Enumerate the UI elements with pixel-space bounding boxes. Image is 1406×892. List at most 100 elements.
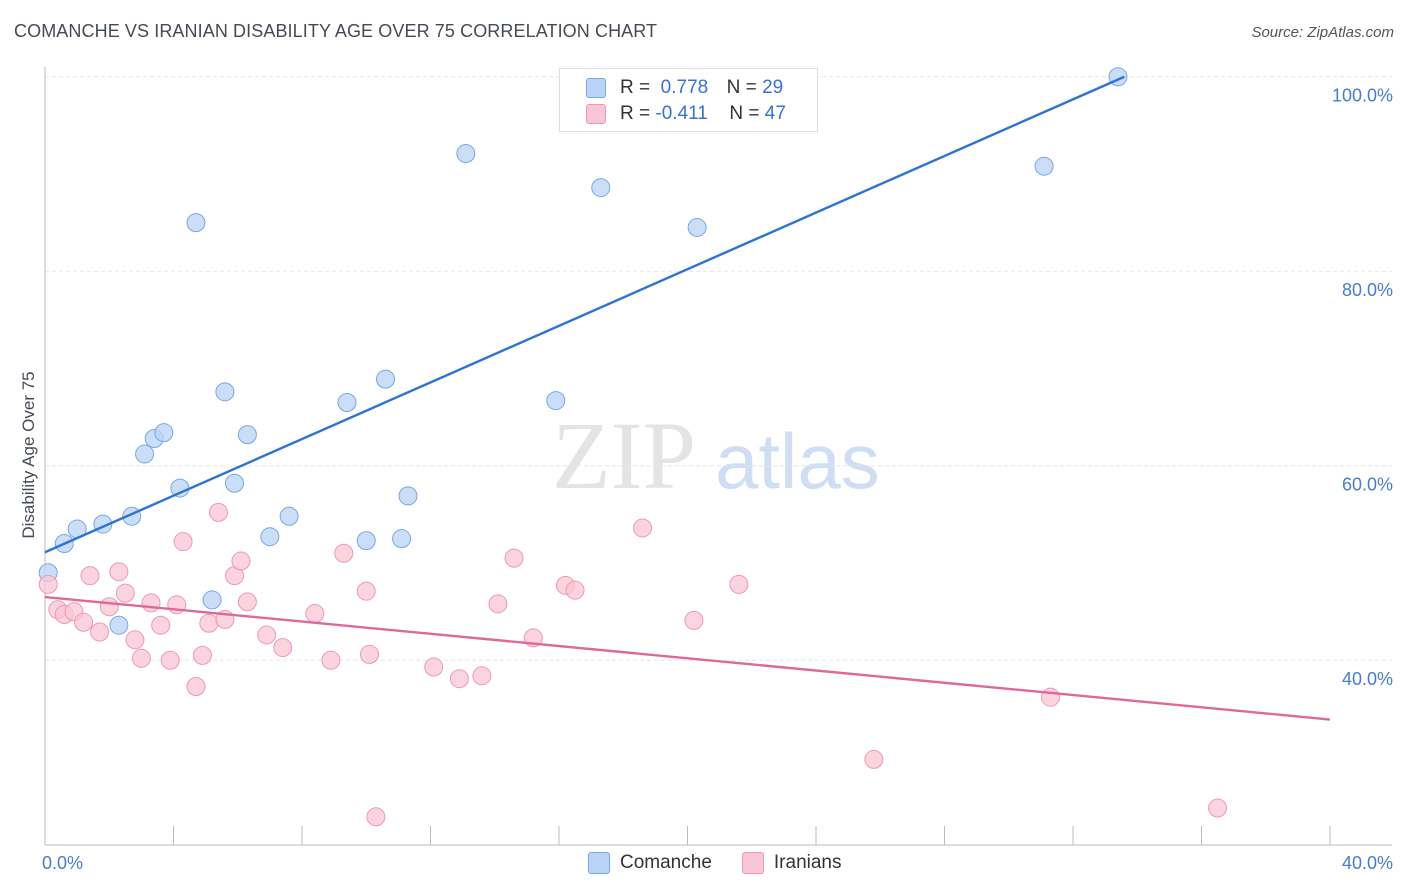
y-tick-label: 80.0% [1342, 280, 1393, 300]
iranians-point [151, 615, 171, 635]
iranians-point [273, 638, 293, 658]
legend-r-label: R = [620, 77, 651, 98]
comanche-point [215, 382, 235, 402]
comanche-point [546, 391, 566, 411]
iranians-point [1208, 798, 1228, 818]
iranians-point [199, 613, 219, 633]
comanche-point [109, 615, 129, 635]
iranians-point [633, 518, 653, 538]
y-tick-labels: 100.0% 80.0% 60.0% 40.0% [1332, 86, 1393, 689]
watermark-atlas: atlas [715, 417, 880, 505]
iranians-point [192, 645, 212, 665]
iranians-point [115, 583, 135, 603]
x-tick-labels: 0.0% 40.0% [42, 853, 1393, 873]
iranians-point [864, 749, 884, 769]
legend-n-label: N = [729, 103, 760, 124]
iranians-point [141, 593, 161, 613]
legend-r-value: 0.778 [660, 77, 709, 98]
iranians-point [334, 543, 354, 563]
axes [44, 67, 1392, 846]
legend-r-value: -0.411 [655, 103, 708, 124]
source-credit: Source: ZipAtlas.com [1251, 24, 1394, 41]
iranians-point [356, 581, 376, 601]
iranians-point [80, 566, 100, 586]
correlation-legend: R = 0.778 N = 29 R = -0.411 N = 47 [559, 68, 818, 132]
iranians-point [109, 562, 129, 582]
legend-swatch-comanche [586, 78, 606, 98]
comanche-point [398, 486, 418, 506]
series-legend-comanche: Comanche [588, 852, 712, 874]
iranians-point [449, 669, 469, 689]
comanche-trend-line [44, 75, 1125, 554]
comanche-point [260, 527, 280, 547]
iranians-point [131, 648, 151, 668]
comanche-point [135, 444, 155, 464]
iranians-point [488, 594, 508, 614]
data-points [38, 67, 1228, 827]
iranians-point [125, 630, 145, 650]
comanche-point [356, 531, 376, 551]
iranians-point [472, 666, 492, 686]
gridlines [45, 76, 1392, 661]
comanche-point [202, 590, 222, 610]
iranians-point [359, 644, 379, 664]
legend-n-value: 29 [762, 77, 784, 98]
legend-row-comanche: R = 0.778 N = 29 [586, 76, 783, 100]
comanche-point [225, 473, 245, 493]
series-legend-iranians: Iranians [741, 852, 842, 874]
y-tick-label: 40.0% [1342, 669, 1393, 689]
chart-title: COMANCHE VS IRANIAN DISABILITY AGE OVER … [14, 21, 658, 41]
iranians-point [424, 657, 444, 677]
zipatlas-watermark: ZIP atlas [552, 402, 880, 509]
watermark-zip: ZIP [552, 402, 696, 509]
iranians-point [74, 612, 94, 632]
y-tick-label: 60.0% [1342, 475, 1393, 495]
legend-n-value: 47 [764, 103, 786, 124]
iranians-point [321, 650, 341, 670]
iranians-point [90, 622, 110, 642]
comanche-point [337, 393, 357, 413]
iranians-point [684, 610, 704, 630]
comanche-point [186, 213, 206, 233]
iranians-point [729, 574, 749, 594]
y-axis-label: Disability Age Over 75 [19, 371, 38, 538]
comanche-point [687, 217, 707, 237]
iranians-point [99, 597, 119, 617]
iranians-point [186, 676, 206, 696]
iranians-trend-line [44, 595, 1331, 721]
series-swatch-comanche [588, 852, 610, 874]
iranians-point [38, 574, 58, 594]
x-tick-label: 0.0% [42, 853, 83, 873]
iranians-point [208, 502, 228, 522]
comanche-point [456, 144, 476, 164]
trend-lines [44, 75, 1331, 721]
y-tick-label: 100.0% [1332, 86, 1393, 106]
iranians-point [1041, 687, 1061, 707]
comanche-point [237, 425, 257, 445]
comanche-point [279, 506, 299, 526]
iranians-point [305, 604, 325, 624]
legend-n-label: N = [726, 77, 757, 98]
legend-swatch-iranians [586, 104, 606, 124]
iranians-point [366, 807, 386, 827]
iranians-point [160, 650, 180, 670]
series-swatch-iranians [741, 852, 764, 874]
comanche-point [154, 423, 174, 443]
iranians-point [231, 551, 251, 571]
comanche-point [376, 369, 396, 389]
iranians-point [237, 592, 257, 612]
legend-row-iranians: R = -0.411 N = 47 [586, 102, 786, 126]
comanche-point [1034, 156, 1054, 176]
series-label-iranians: Iranians [773, 852, 842, 873]
x-tick-label: 40.0% [1342, 853, 1393, 873]
iranians-point [257, 625, 277, 645]
comanche-point [392, 529, 412, 549]
series-legend: Comanche Iranians [588, 852, 872, 874]
series-label-comanche: Comanche [620, 852, 712, 873]
iranians-point [504, 548, 524, 568]
iranians-point [565, 580, 585, 600]
legend-r-label: R = [620, 103, 651, 124]
comanche-point [591, 178, 611, 198]
iranians-point [173, 532, 193, 552]
